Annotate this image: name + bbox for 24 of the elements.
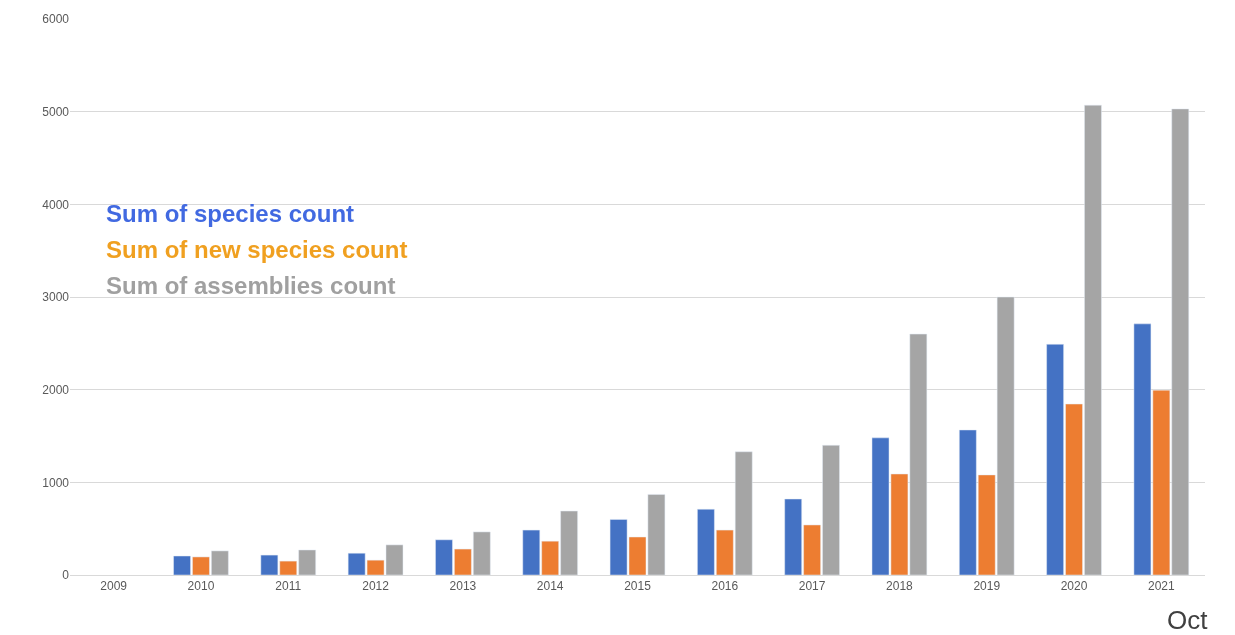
x-tick-label: 2015: [624, 579, 652, 594]
x-tick-label: 2013: [449, 579, 477, 594]
y-tick-label: 2000: [42, 382, 70, 397]
text: Sum of species count: [106, 200, 355, 227]
x-tick-label: 2010: [187, 579, 215, 594]
y-tick-label: 0: [62, 568, 70, 583]
y-tick-label: 5000: [42, 104, 70, 119]
x-tick-label: 2018: [886, 579, 914, 594]
y-tick-label: 6000: [42, 12, 70, 27]
text: Sum of new species count: [106, 236, 408, 263]
x-tick-label: 2009: [100, 579, 128, 594]
x-tick-label: 2017: [798, 579, 826, 594]
y-tick-label: 1000: [42, 475, 70, 490]
text: Oct: [1167, 605, 1209, 635]
x-tick-label: 2012: [362, 579, 390, 594]
x-tick-label: 2020: [1060, 579, 1088, 594]
y-tick-label: 3000: [42, 290, 70, 305]
x-tick-label: 2011: [275, 579, 302, 594]
x-tick-label: 2021: [1148, 579, 1176, 594]
y-tick-label: 4000: [42, 197, 70, 212]
x-tick-label: 2019: [973, 579, 1001, 594]
x-tick-label: 2014: [536, 579, 564, 594]
x-tick-label: 2016: [711, 579, 739, 594]
text: Sum of assemblies count: [106, 272, 396, 299]
